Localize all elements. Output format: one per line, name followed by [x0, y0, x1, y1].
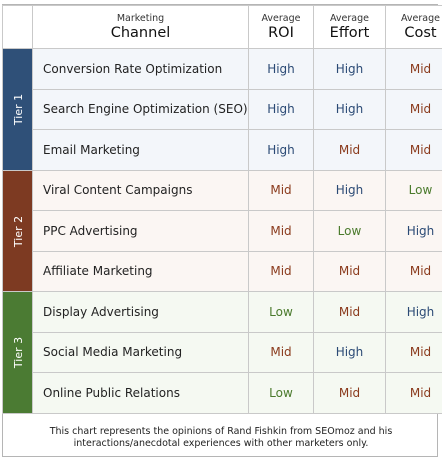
roi-value: Mid [248, 169, 314, 211]
chart-caption: This chart represents the opinions of Ra… [0, 426, 442, 450]
effort-value: High [313, 331, 386, 373]
effort-value: Mid [313, 129, 386, 171]
table-row: Tier 1 Conversion Rate Optimization High Hi… [2, 48, 442, 171]
cost-value: High [385, 210, 442, 252]
table-row: Email Marketing High Mid Mid [3, 129, 442, 171]
header-roi-small: Average [261, 12, 301, 24]
roi-value: Mid [248, 331, 314, 373]
roi-value: High [248, 129, 314, 171]
roi-value: Low [248, 372, 314, 414]
cost-value: Mid [385, 129, 442, 171]
cost-value: Mid [385, 250, 442, 292]
cost-value: Mid [385, 331, 442, 373]
roi-value: High [248, 48, 314, 90]
tier-label-cell: Tier 1 [2, 48, 33, 171]
table-row: Tier 3 Display Advertising Low Mid High [2, 291, 442, 414]
channel-name: Affiliate Marketing [32, 250, 249, 292]
channel-name: Search Engine Optimization (SEO) [32, 88, 249, 130]
caption-line-1: This chart represents the opinions of Ra… [49, 426, 393, 437]
cost-value: High [385, 291, 442, 333]
caption-line-2: interactions/anecdotal experiences with … [73, 438, 369, 449]
table-row: Online Public Relations Low Mid Mid [3, 372, 442, 414]
channel-name: Online Public Relations [32, 372, 249, 414]
effort-value: Low [313, 210, 386, 252]
channel-name: Social Media Marketing [32, 331, 249, 373]
tier-label-cell: Tier 3 [2, 291, 33, 414]
effort-value: High [313, 48, 386, 90]
header-effort: Average Effort [313, 5, 386, 49]
channel-name: Display Advertising [32, 291, 249, 333]
roi-value: Low [248, 291, 314, 333]
cost-value: Mid [385, 372, 442, 414]
table-row: Tier 2 Viral Content Campaigns Mid High Low [2, 169, 442, 292]
header-roi-big: ROI [268, 24, 294, 41]
header-channel: Marketing Channel [32, 5, 249, 49]
tier-label: Tier 1 [12, 94, 26, 126]
table-row: Social Media Marketing Mid High Mid [3, 331, 442, 373]
roi-value: Mid [248, 210, 314, 252]
tier-label: Tier 3 [12, 337, 26, 369]
header-effort-big: Effort [329, 24, 370, 41]
roi-value: High [248, 88, 314, 130]
channel-name: Viral Content Campaigns [32, 169, 249, 211]
marketing-channel-table: Marketing Channel Average ROI Average Ef… [2, 5, 442, 414]
cost-value: Mid [385, 88, 442, 130]
tier-label: Tier 2 [12, 215, 26, 247]
tier-label-cell: Tier 2 [2, 169, 33, 292]
header-cost-small: Average [400, 12, 440, 24]
effort-value: Mid [313, 372, 386, 414]
table-row: PPC Advertising Mid Low High [3, 210, 442, 252]
effort-value: Mid [313, 250, 386, 292]
header-channel-small: Marketing [116, 12, 165, 24]
header-cost-big: Cost [404, 24, 437, 41]
effort-value: High [313, 169, 386, 211]
table-row: Affiliate Marketing Mid Mid Mid [3, 250, 442, 292]
header-effort-small: Average [329, 12, 369, 24]
table-row: Search Engine Optimization (SEO) High High… [3, 88, 442, 130]
effort-value: Mid [313, 291, 386, 333]
cost-value: Mid [385, 48, 442, 90]
channel-name: PPC Advertising [32, 210, 249, 252]
header-channel-big: Channel [110, 24, 171, 41]
cost-value: Low [385, 169, 442, 211]
header-corner [2, 5, 33, 49]
channel-name: Conversion Rate Optimization [32, 48, 249, 90]
header-cost: Average Cost [385, 5, 442, 49]
channel-name: Email Marketing [32, 129, 249, 171]
header-row: Marketing Channel Average ROI Average Ef… [2, 5, 442, 49]
roi-value: Mid [248, 250, 314, 292]
effort-value: High [313, 88, 386, 130]
header-roi: Average ROI [248, 5, 314, 49]
